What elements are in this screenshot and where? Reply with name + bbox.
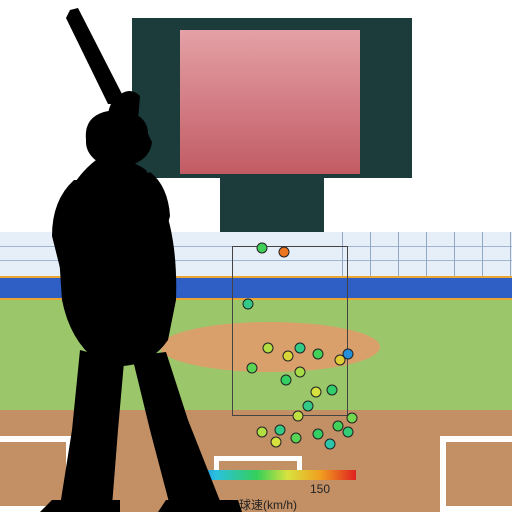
pitch-location-chart: 100150球速(km/h) (0, 0, 512, 512)
batter-silhouette (0, 0, 512, 512)
